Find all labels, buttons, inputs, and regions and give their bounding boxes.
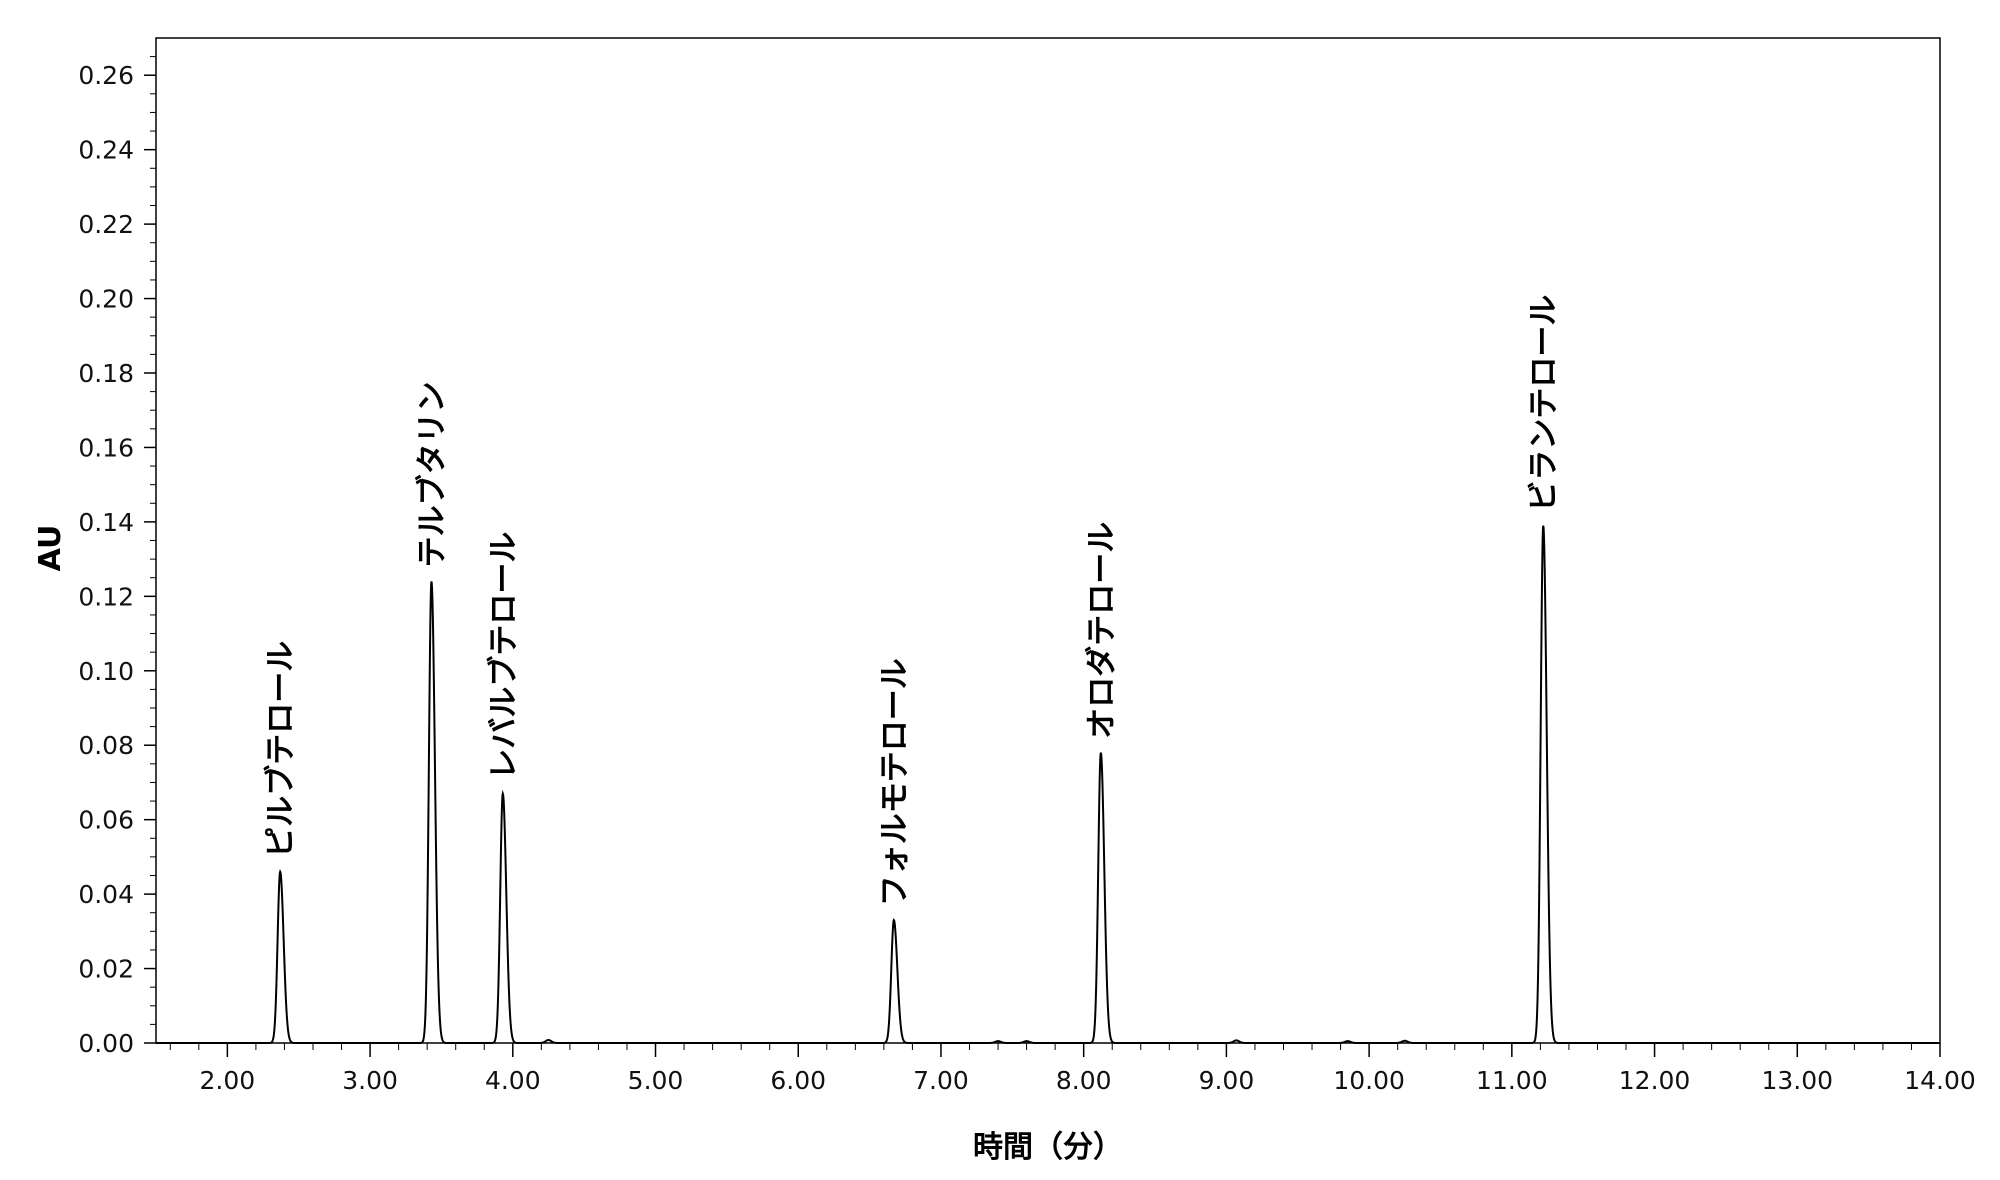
y-tick-label: 0.10 — [78, 657, 134, 686]
x-tick-label: 3.00 — [342, 1066, 398, 1095]
peak-label: オロダテロール — [1084, 522, 1120, 739]
x-tick-label: 11.00 — [1476, 1066, 1548, 1095]
x-tick-label: 13.00 — [1761, 1066, 1833, 1095]
chromatogram-trace — [156, 525, 1940, 1044]
x-tick-label: 7.00 — [913, 1066, 969, 1095]
y-tick-label: 0.26 — [78, 61, 134, 90]
x-axis-title: 時間（分） — [973, 1130, 1123, 1165]
x-tick-label: 4.00 — [485, 1066, 541, 1095]
y-tick-label: 0.14 — [78, 508, 134, 537]
peak-label: ビランテロール — [1526, 295, 1562, 512]
y-tick-label: 0.02 — [78, 955, 134, 984]
x-tick-label: 6.00 — [770, 1066, 826, 1095]
y-tick-label: 0.24 — [78, 136, 134, 165]
y-tick-label: 0.08 — [78, 731, 134, 760]
y-axis: 0.00 0.02 0.04 0.06 0.08 0.10 0.12 0.14 0.16 0.18… — [78, 56, 156, 1058]
y-tick-label: 0.12 — [78, 582, 134, 611]
x-tick-label: 14.00 — [1904, 1066, 1976, 1095]
peak-label: ピルブテロール — [263, 641, 299, 858]
y-tick-label: 0.20 — [78, 285, 134, 314]
x-tick-label: 12.00 — [1619, 1066, 1691, 1095]
peak-label: テルブタリン — [414, 381, 450, 567]
peak-label: フォルモテロール — [877, 658, 913, 906]
y-tick-label: 0.00 — [78, 1029, 134, 1058]
y-tick-label: 0.06 — [78, 806, 134, 835]
x-tick-label: 9.00 — [1199, 1066, 1255, 1095]
y-tick-label: 0.04 — [78, 880, 134, 909]
x-tick-label: 8.00 — [1056, 1066, 1112, 1095]
x-tick-label: 10.00 — [1333, 1066, 1405, 1095]
peak-label: レバルブテロール — [486, 532, 522, 780]
x-tick-label: 5.00 — [628, 1066, 684, 1095]
y-axis-title: AU — [33, 525, 68, 572]
x-tick-label: 2.00 — [200, 1066, 256, 1095]
y-tick-label: 0.18 — [78, 359, 134, 388]
y-tick-label: 0.22 — [78, 210, 134, 239]
y-tick-label: 0.16 — [78, 433, 134, 462]
x-axis: 2.00 3.00 4.00 5.00 6.00 7.00 8.00 9.00 10.00 11.… — [169, 1043, 1976, 1095]
